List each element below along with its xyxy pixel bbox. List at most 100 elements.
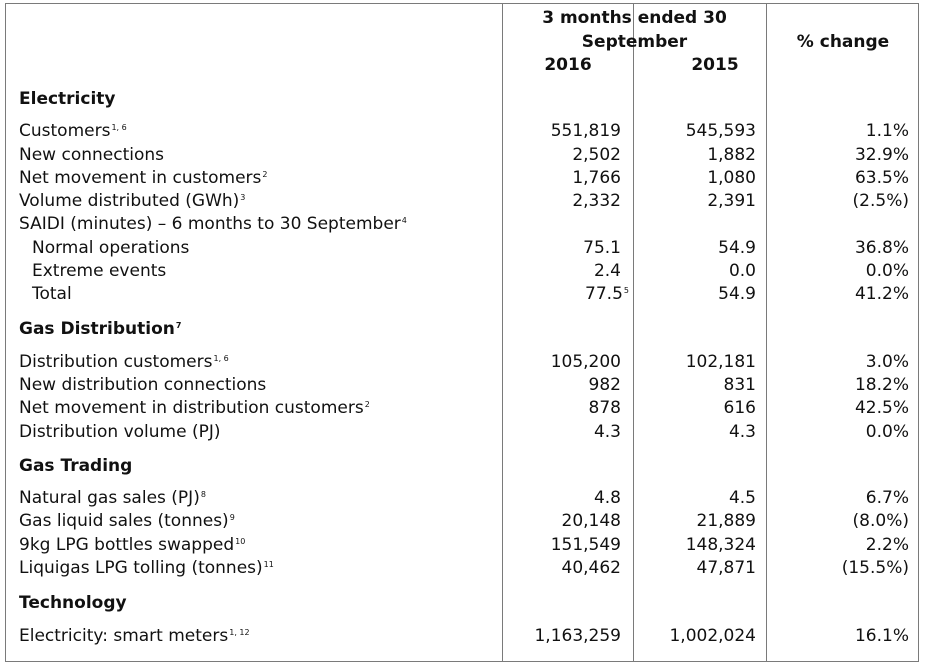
value-2016-text: 4.8 (593, 488, 621, 508)
row-label: Normal operations (32, 237, 189, 260)
row-label-text: Net movement in customers (19, 168, 262, 188)
column-divider (633, 3, 634, 662)
table-row: SAIDI (minutes) – 6 months to 30 Septemb… (0, 213, 931, 236)
value-2016: 20,148 (562, 510, 621, 533)
value-2016: 4.3 (594, 421, 621, 444)
footnote-marker: 9 (229, 513, 235, 522)
row-label: Gas liquid sales (tonnes)9 (19, 510, 235, 533)
footnote-marker: 2 (262, 170, 268, 179)
row-label-text: Extreme events (32, 261, 167, 281)
footnote-marker: 10 (235, 537, 246, 546)
pct-change-value: 1.1% (865, 121, 909, 141)
value-2016-text: 105,200 (550, 352, 621, 372)
row-label-text: Normal operations (32, 238, 190, 258)
value-2016-text: 40,462 (561, 558, 621, 578)
table-row: Net movement in distribution customers2 8… (0, 397, 931, 420)
row-label: Volume distributed (GWh)3 (19, 190, 245, 213)
value-2016-text: 2.4 (593, 261, 621, 281)
value-2015: 545,593 (685, 121, 756, 141)
value-2015: 1,002,024 (669, 626, 756, 646)
table-row: Normal operations 75.1 54.9 36.8% (0, 237, 931, 260)
pct-change-value: (15.5%) (841, 558, 909, 578)
row-label-text: Distribution volume (PJ) (19, 422, 221, 442)
table-row: Distribution volume (PJ) 4.3 4.3 0.0% (0, 421, 931, 444)
section-title: Gas Distribution7 (19, 318, 181, 341)
row-label-text: Liquigas LPG tolling (tonnes) (19, 558, 263, 578)
table-row: Total 77.55 54.9 41.2% (0, 283, 931, 306)
pct-change-value: 0.0% (865, 422, 909, 442)
table-row: Distribution customers1, 6 105,200 102,181… (0, 351, 931, 374)
table-row: New distribution connections 982 831 18.2% (0, 374, 931, 397)
value-2015: 102,181 (685, 352, 756, 372)
row-label: Electricity: smart meters1, 12 (19, 625, 250, 648)
value-2016: 982 (589, 374, 621, 397)
pct-change-value: 18.2% (854, 375, 909, 395)
value-2016-text: 2,502 (572, 145, 621, 165)
row-label: SAIDI (minutes) – 6 months to 30 Septemb… (19, 213, 407, 236)
value-2016: 151,549 (551, 534, 621, 557)
row-label-text: Net movement in distribution customers (19, 398, 364, 418)
row-label-text: New distribution connections (19, 375, 267, 395)
row-label-text: Distribution customers (19, 352, 213, 372)
row-label-text: Customers (19, 121, 111, 141)
value-2016: 878 (589, 397, 621, 420)
value-2015: 2,391 (707, 191, 756, 211)
section-title: Electricity (19, 88, 116, 111)
pct-change-value: 42.5% (854, 398, 909, 418)
pct-change-value: 32.9% (854, 145, 909, 165)
value-2015: 1,882 (707, 145, 756, 165)
column-divider (502, 3, 503, 662)
pct-change-value: 3.0% (865, 352, 909, 372)
value-2015: 54.9 (718, 284, 756, 304)
footnote-marker: 1, 6 (111, 123, 127, 132)
value-2016: 551,819 (551, 120, 621, 143)
row-label-text: Natural gas sales (PJ) (19, 488, 200, 508)
row-label: Liquigas LPG tolling (tonnes)11 (19, 557, 274, 580)
table-row: Customers1, 6 551,819 545,593 1.1% (0, 120, 931, 143)
column-divider (766, 3, 767, 662)
row-label-text: New connections (19, 145, 165, 165)
value-2016: 4.8 (594, 487, 621, 510)
pct-change-value: 63.5% (854, 168, 909, 188)
footnote-marker: 2 (364, 400, 370, 409)
footnote-marker: 8 (200, 490, 206, 499)
value-2015: 47,871 (696, 558, 756, 578)
year-2016-header: 2016 (544, 55, 592, 75)
value-2016-text: 77.5 (585, 284, 623, 304)
table-row: Liquigas LPG tolling (tonnes)11 40,462 47,… (0, 557, 931, 580)
value-2015: 831 (723, 375, 756, 395)
value-2016: 105,200 (551, 351, 621, 374)
value-2016: 40,462 (562, 557, 621, 580)
section-title: Technology (19, 592, 127, 615)
year-2015-header: 2015 (691, 55, 739, 75)
value-2015: 4.5 (728, 488, 756, 508)
footnote-marker: 1, 12 (229, 628, 250, 637)
row-label: 9kg LPG bottles swapped10 (19, 534, 245, 557)
value-2016-text: 2,332 (572, 191, 621, 211)
pct-change-header: % change (796, 32, 890, 52)
row-label: New connections (19, 144, 164, 167)
value-2016: 75.1 (583, 237, 621, 260)
row-label: Distribution customers1, 6 (19, 351, 229, 374)
row-label-text: Gas liquid sales (tonnes) (19, 511, 229, 531)
table-row: Gas liquid sales (tonnes)9 20,148 21,889 (8… (0, 510, 931, 533)
pct-change-value: 16.1% (854, 626, 909, 646)
section-title: Gas Trading (19, 455, 132, 478)
value-2016-text: 4.3 (593, 422, 621, 442)
pct-change-value: 36.8% (854, 238, 909, 258)
table-row: Extreme events 2.4 0.0 0.0% (0, 260, 931, 283)
table-row: 9kg LPG bottles swapped10 151,549 148,324 2… (0, 534, 931, 557)
pct-change-value: 41.2% (854, 284, 909, 304)
table-row: Net movement in customers2 1,766 1,080 63.5… (0, 167, 931, 190)
value-2015: 616 (723, 398, 756, 418)
table-row: Natural gas sales (PJ)8 4.8 4.5 6.7% (0, 487, 931, 510)
row-label-text: Electricity: smart meters (19, 626, 229, 646)
period-header-line1: 3 months ended 30 (542, 8, 727, 28)
footnote-marker: 11 (263, 560, 274, 569)
value-2016: 2.4 (594, 260, 621, 283)
row-label: Extreme events (32, 260, 166, 283)
table-row: Electricity: smart meters1, 12 1,163,259 1… (0, 625, 931, 648)
row-label-text: SAIDI (minutes) – 6 months to 30 Septemb… (19, 214, 401, 234)
row-label-text: Total (32, 284, 72, 304)
value-2015: 4.3 (728, 422, 756, 442)
